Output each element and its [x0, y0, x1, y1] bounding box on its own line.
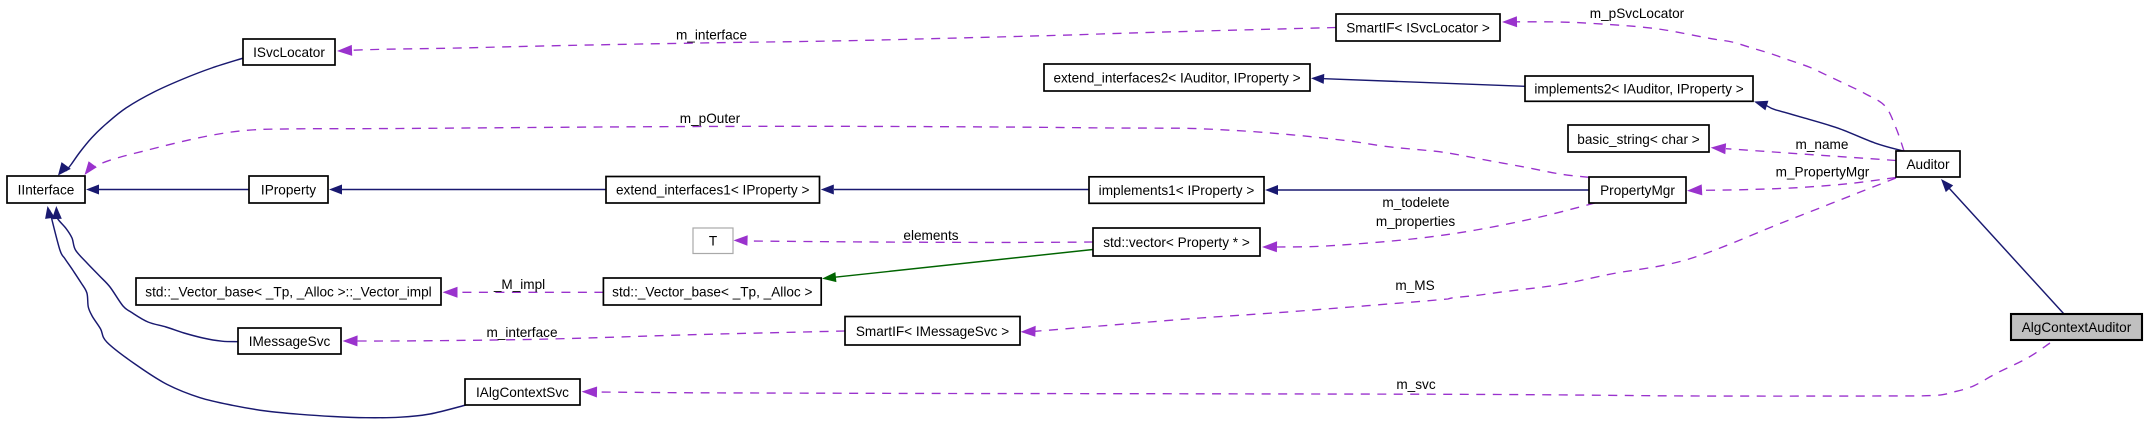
- svg-text:basic_string< char >: basic_string< char >: [1577, 132, 1699, 147]
- svg-text:m_MS: m_MS: [1395, 278, 1434, 293]
- svg-text:m_svc: m_svc: [1396, 377, 1435, 392]
- svg-text:elements: elements: [903, 228, 958, 243]
- svg-text:m_todelete: m_todelete: [1382, 195, 1449, 210]
- svg-text:implements2< IAuditor, IProper: implements2< IAuditor, IProperty >: [1534, 82, 1743, 97]
- svg-text:m_interface: m_interface: [676, 28, 747, 43]
- svg-text:AlgContextAuditor: AlgContextAuditor: [2022, 320, 2132, 335]
- svg-text:std::_Vector_base< _Tp, _Alloc: std::_Vector_base< _Tp, _Alloc >::_Vecto…: [145, 285, 431, 300]
- svg-text:Auditor: Auditor: [1906, 157, 1950, 172]
- svg-text:extend_interfaces1< IProperty: extend_interfaces1< IProperty >: [616, 183, 810, 198]
- svg-text:T: T: [709, 234, 717, 249]
- svg-text:SmartIF< IMessageSvc >: SmartIF< IMessageSvc >: [856, 324, 1009, 339]
- svg-text:IMessageSvc: IMessageSvc: [249, 334, 331, 349]
- svg-text:_M_impl: _M_impl: [493, 277, 545, 292]
- svg-text:m_pSvcLocator: m_pSvcLocator: [1590, 6, 1685, 21]
- svg-text:m_interface: m_interface: [486, 325, 557, 340]
- svg-text:m_properties: m_properties: [1376, 214, 1456, 229]
- svg-text:extend_interfaces2< IAuditor,: extend_interfaces2< IAuditor, IProperty …: [1053, 71, 1300, 86]
- svg-text:std::_Vector_base< _Tp, _Alloc: std::_Vector_base< _Tp, _Alloc >: [612, 285, 812, 300]
- svg-text:ISvcLocator: ISvcLocator: [253, 45, 325, 60]
- svg-text:IProperty: IProperty: [261, 183, 316, 198]
- svg-text:std::vector< Property * >: std::vector< Property * >: [1103, 235, 1250, 250]
- svg-text:m_PropertyMgr: m_PropertyMgr: [1776, 165, 1870, 180]
- svg-text:m_name: m_name: [1796, 137, 1849, 152]
- svg-text:SmartIF< ISvcLocator >: SmartIF< ISvcLocator >: [1346, 21, 1490, 36]
- svg-text:m_pOuter: m_pOuter: [680, 111, 741, 126]
- svg-text:IInterface: IInterface: [18, 183, 75, 198]
- svg-text:IAlgContextSvc: IAlgContextSvc: [476, 385, 569, 400]
- svg-text:implements1< IProperty >: implements1< IProperty >: [1099, 183, 1255, 198]
- svg-text:PropertyMgr: PropertyMgr: [1600, 183, 1675, 198]
